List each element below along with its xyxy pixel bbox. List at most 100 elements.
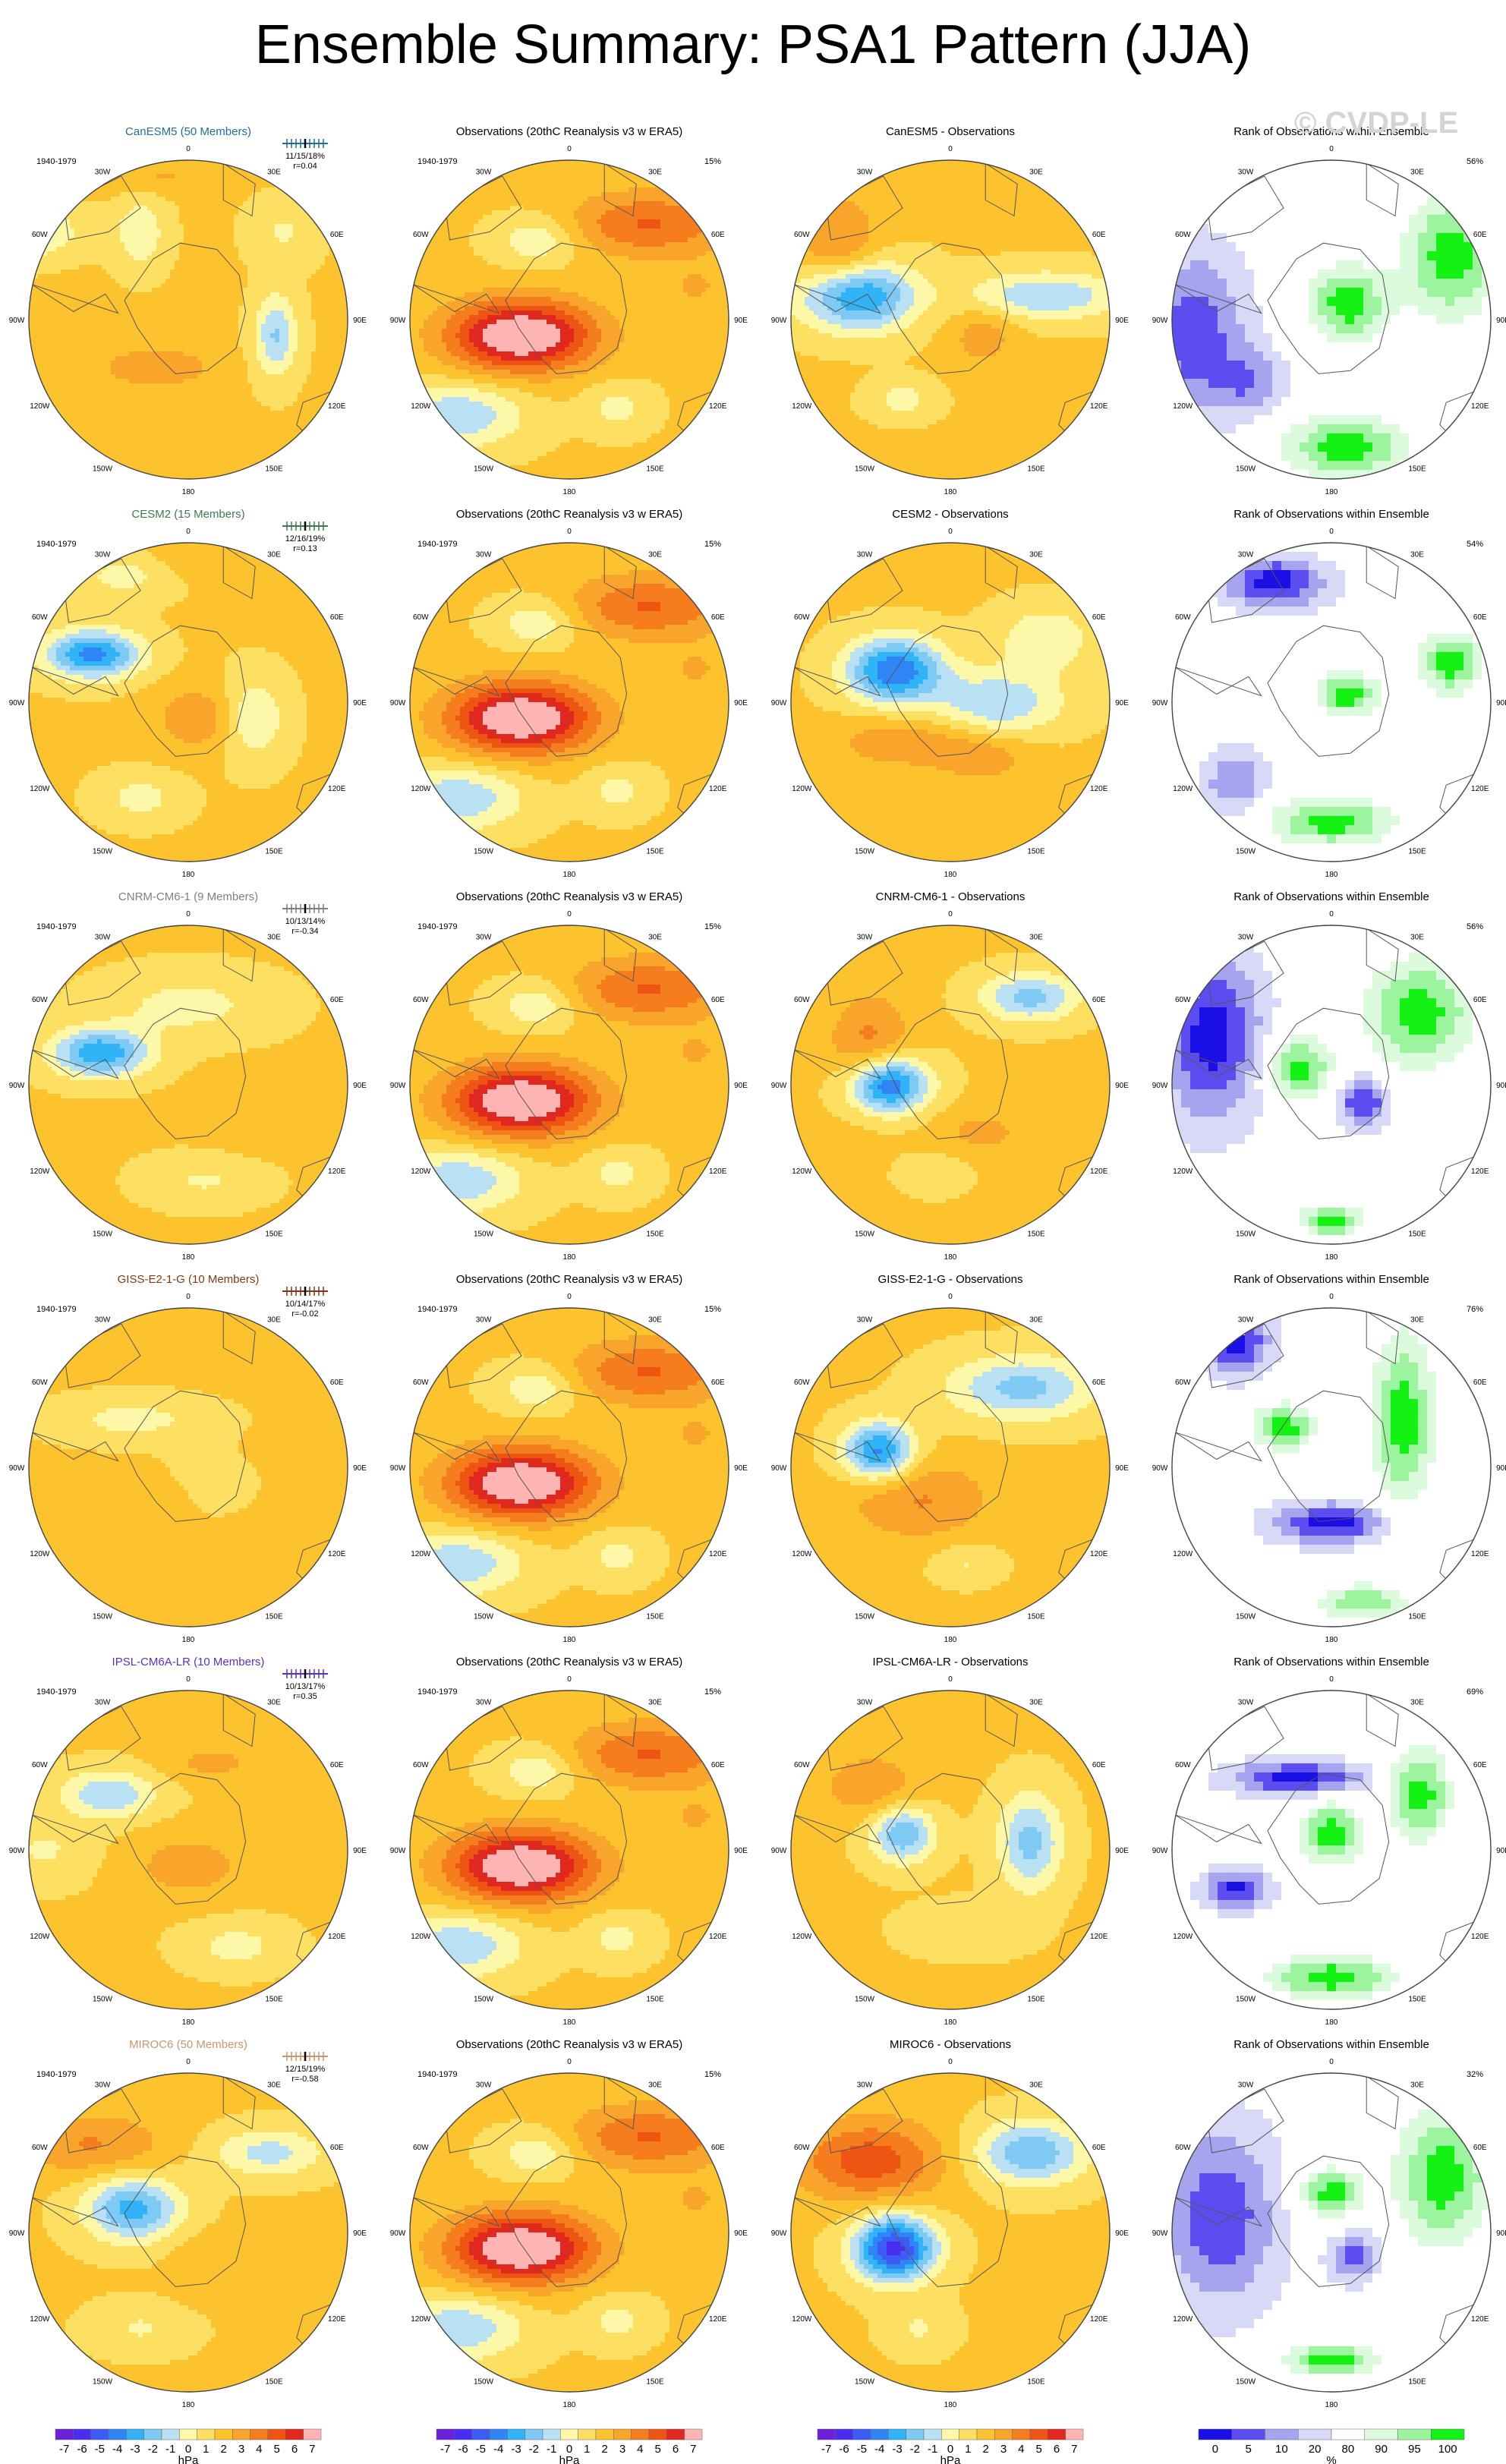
map-cell (152, 251, 157, 257)
map-cell (111, 197, 116, 202)
map-cell (134, 238, 139, 243)
map-cell (487, 215, 493, 220)
map-cell (510, 201, 515, 206)
map-cell (129, 178, 134, 184)
map-cell (247, 433, 253, 439)
map-cell (506, 174, 511, 179)
map-cell (47, 247, 52, 252)
map-cell (175, 265, 180, 270)
map-cell (247, 301, 253, 307)
map-cell (578, 201, 584, 206)
map-cell (134, 388, 139, 393)
map-cell (156, 365, 162, 370)
map-cell (206, 197, 212, 202)
map-cell (179, 329, 184, 334)
map-cell (293, 306, 298, 311)
map-cell (129, 429, 134, 434)
map-cell (161, 197, 166, 202)
map-cell (316, 320, 321, 325)
map-cell (129, 201, 134, 206)
map-cell (638, 224, 643, 229)
map-cell (279, 269, 285, 275)
map-cell (143, 465, 148, 471)
map-cell (270, 406, 276, 411)
map-cell (115, 297, 121, 302)
map-cell (188, 347, 194, 352)
map-cell (225, 242, 230, 247)
map-cell (120, 279, 125, 284)
map-cell (202, 174, 207, 179)
map-cell (161, 433, 166, 439)
map-cell (115, 379, 121, 384)
map-cell (293, 233, 298, 238)
map-cell (229, 197, 235, 202)
map-cell (225, 320, 230, 325)
map-cell (524, 187, 529, 193)
map-cell (211, 206, 216, 211)
map-cell (220, 187, 225, 193)
map-cell (170, 310, 175, 316)
map-cell (483, 215, 488, 220)
map-cell (515, 238, 520, 243)
map-cell (165, 306, 171, 311)
map-cell (220, 192, 225, 197)
map-cell (216, 178, 221, 184)
map-cell (592, 165, 597, 170)
map-cell (206, 265, 212, 270)
map-cell (216, 310, 221, 316)
map-cell (147, 201, 153, 206)
map-cell (47, 329, 52, 334)
map-cell (61, 297, 66, 302)
map-cell (238, 429, 244, 434)
map-cell (547, 174, 552, 179)
map-cell (106, 329, 112, 334)
map-cell (188, 288, 194, 293)
map-cell (138, 265, 143, 270)
map-cell (311, 370, 317, 375)
map-cell (47, 370, 52, 375)
map-cell (547, 233, 552, 238)
map-cell (124, 411, 130, 416)
map-cell (129, 242, 134, 247)
map-cell (638, 201, 643, 206)
map-cell (533, 219, 538, 225)
map-cell (184, 215, 189, 220)
map-cell (47, 283, 52, 288)
map-cell (61, 365, 66, 370)
map-cell (619, 201, 625, 206)
map-cell (307, 383, 312, 389)
map-cell (211, 465, 216, 471)
map-cell (243, 347, 248, 352)
map-cell (533, 224, 538, 229)
map-cell (102, 424, 107, 430)
map-cell (184, 228, 189, 234)
map-cell (565, 233, 570, 238)
map-cell (460, 247, 465, 252)
map-cell (474, 247, 479, 252)
map-cell (161, 269, 166, 275)
map-cell (134, 438, 139, 443)
map-cell (70, 301, 75, 307)
map-cell (147, 210, 153, 216)
map-cell (560, 160, 566, 165)
map-cell (569, 187, 575, 193)
map-cell (193, 374, 198, 380)
map-cell (88, 361, 93, 366)
map-cell (638, 233, 643, 238)
map-cell (533, 238, 538, 243)
map-cell (651, 242, 657, 247)
map-cell (220, 361, 225, 366)
map-cell (38, 361, 43, 366)
map-cell (316, 306, 321, 311)
map-cell (252, 465, 257, 471)
map-cell (588, 183, 593, 188)
map-cell (329, 374, 335, 380)
map-cell (288, 324, 294, 329)
map-cell (293, 374, 298, 380)
map-cell (188, 279, 194, 284)
map-cell (184, 456, 189, 462)
map-cell (165, 279, 171, 284)
map-cell (56, 361, 61, 366)
map-cell (247, 374, 253, 380)
map-cell (501, 201, 506, 206)
